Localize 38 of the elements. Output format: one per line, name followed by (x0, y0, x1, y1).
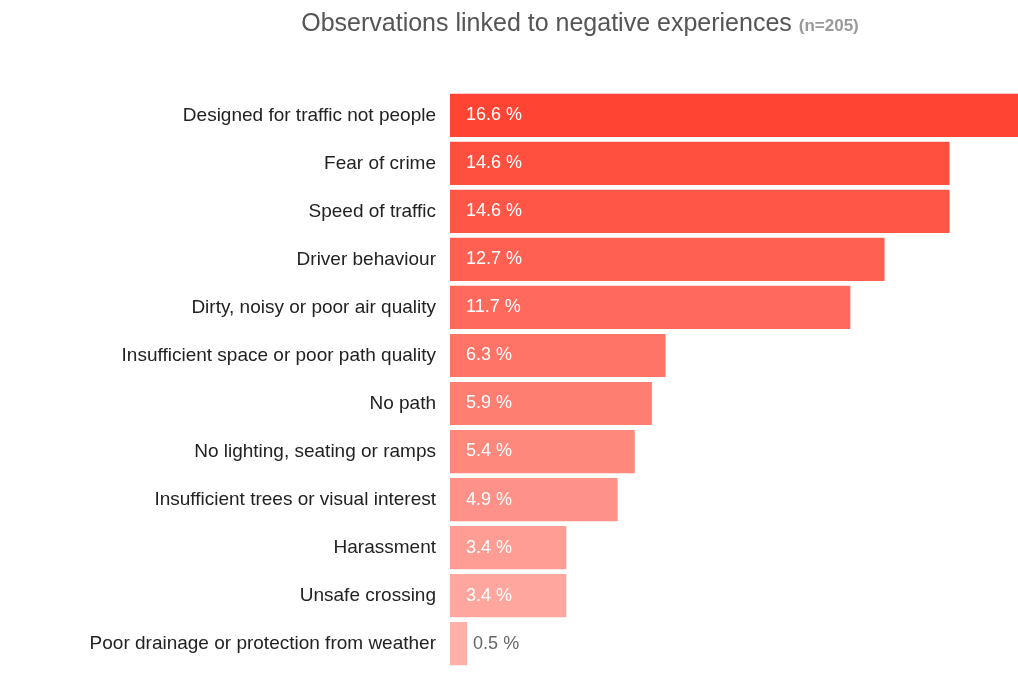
bar (450, 189, 950, 234)
bar (450, 285, 851, 330)
data-label: 16.6 % (466, 104, 523, 125)
bar (450, 333, 666, 378)
data-label: 5.4 % (466, 440, 513, 461)
data-label: 0.5 % (473, 632, 520, 653)
y-tick-label: Insufficient space or poor path quality (121, 343, 437, 365)
data-label: 3.4 % (466, 536, 513, 557)
bar (450, 93, 1018, 138)
bar (450, 525, 567, 570)
data-label: 14.6 % (466, 152, 523, 173)
data-label: 4.9 % (466, 488, 513, 509)
data-label: 12.7 % (466, 248, 523, 269)
chart-title: Observations linked to negative experiences (301, 8, 792, 36)
data-label: 5.9 % (466, 392, 513, 413)
y-tick-label: No lighting, seating or ramps (194, 439, 436, 461)
data-label: 3.4 % (466, 584, 513, 605)
y-tick-label: Driver behaviour (296, 247, 437, 269)
bar (450, 573, 567, 618)
data-label: 11.7 % (466, 296, 521, 317)
y-tick-label: Unsafe crossing (299, 583, 436, 605)
data-label: 6.3 % (466, 344, 513, 365)
y-tick-label: Insufficient trees or visual interest (154, 487, 437, 509)
y-tick-label: Dirty, noisy or poor air quality (191, 295, 437, 317)
y-tick-label: Harassment (333, 535, 437, 557)
y-tick-label: No path (369, 391, 436, 413)
y-tick-label: Fear of crime (324, 151, 436, 173)
y-tick-label: Poor drainage or protection from weather (89, 631, 437, 653)
bar (450, 237, 885, 282)
bar (450, 141, 950, 186)
y-tick-label: Designed for traffic not people (182, 103, 436, 125)
bar (450, 621, 468, 666)
bar (450, 381, 652, 426)
data-label: 14.6 % (466, 200, 523, 221)
y-tick-label: Speed of traffic (308, 199, 436, 221)
bar (450, 429, 635, 474)
bar (450, 477, 618, 522)
chart-subtitle: (n=205) (798, 16, 859, 35)
